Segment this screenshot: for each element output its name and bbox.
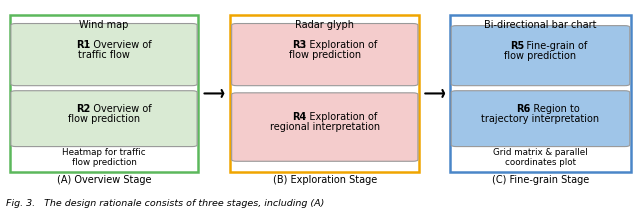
Text: : Exploration of: : Exploration of: [303, 39, 378, 50]
FancyBboxPatch shape: [232, 24, 418, 86]
FancyBboxPatch shape: [230, 15, 419, 172]
Text: : Exploration of: : Exploration of: [303, 112, 378, 122]
Text: Heatmap for traffic
flow prediction: Heatmap for traffic flow prediction: [62, 148, 146, 167]
Text: (B) Exploration Stage: (B) Exploration Stage: [273, 175, 377, 185]
Text: : Region to: : Region to: [527, 104, 579, 114]
FancyBboxPatch shape: [450, 15, 631, 172]
Text: trajectory interpretation: trajectory interpretation: [481, 114, 600, 124]
FancyBboxPatch shape: [232, 93, 418, 161]
Text: R5: R5: [510, 41, 524, 51]
Text: (C) Fine-grain Stage: (C) Fine-grain Stage: [492, 175, 589, 185]
Text: flow prediction: flow prediction: [289, 50, 361, 60]
Text: Bi-directional bar chart: Bi-directional bar chart: [484, 20, 596, 30]
FancyBboxPatch shape: [451, 91, 630, 147]
FancyBboxPatch shape: [451, 26, 630, 86]
Text: Radar glyph: Radar glyph: [295, 20, 355, 30]
FancyBboxPatch shape: [11, 91, 197, 147]
Text: (A) Overview Stage: (A) Overview Stage: [57, 175, 151, 185]
Text: Grid matrix & parallel
coordinates plot: Grid matrix & parallel coordinates plot: [493, 148, 588, 167]
FancyBboxPatch shape: [11, 24, 197, 86]
Text: R2: R2: [77, 104, 91, 114]
Text: Wind map: Wind map: [79, 20, 129, 30]
Text: Fig. 3.   The design rationale consists of three stages, including (A): Fig. 3. The design rationale consists of…: [6, 199, 324, 208]
Text: : Overview of: : Overview of: [87, 39, 152, 50]
FancyBboxPatch shape: [10, 15, 198, 172]
Text: regional interpretation: regional interpretation: [269, 122, 380, 132]
Text: R1: R1: [77, 39, 91, 50]
Text: flow prediction: flow prediction: [504, 51, 577, 61]
Text: : Overview of: : Overview of: [87, 104, 152, 114]
Text: traffic flow: traffic flow: [78, 50, 130, 60]
Text: R6: R6: [516, 104, 531, 114]
Text: R4: R4: [292, 112, 307, 122]
Text: flow prediction: flow prediction: [68, 114, 140, 124]
Text: : Fine-grain of: : Fine-grain of: [520, 41, 588, 51]
Text: R3: R3: [292, 39, 307, 50]
